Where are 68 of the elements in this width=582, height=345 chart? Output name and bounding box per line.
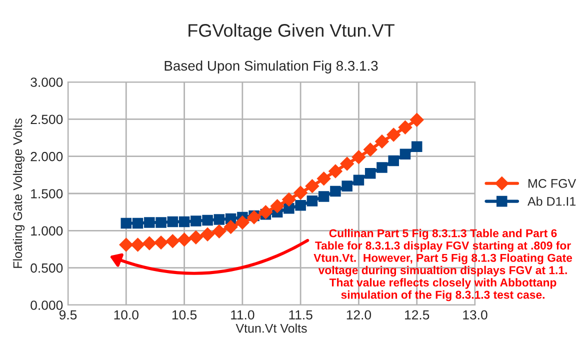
point xyxy=(212,224,226,238)
point xyxy=(375,134,389,148)
x-tick-label: 12.5 xyxy=(405,310,430,320)
point xyxy=(142,236,156,250)
y-tick-label: 3.000 xyxy=(30,78,63,87)
y-tick-label: 2.500 xyxy=(30,114,63,124)
point xyxy=(270,199,284,214)
x-tick-label: 12.0 xyxy=(346,310,372,320)
point xyxy=(202,214,213,226)
point xyxy=(282,192,296,206)
y-axis-title: Floating Gate Voltage Volts xyxy=(12,118,25,268)
point xyxy=(342,180,352,192)
point xyxy=(258,205,273,219)
point xyxy=(316,172,331,186)
y-tick-label: 1.000 xyxy=(31,226,63,236)
point xyxy=(305,179,320,193)
point xyxy=(294,186,308,200)
y-tick-label: 1.500 xyxy=(31,189,63,198)
point xyxy=(189,230,203,244)
legend-label: Ab D1.I1 xyxy=(528,196,576,206)
point xyxy=(154,236,168,250)
point xyxy=(318,191,330,202)
point xyxy=(224,220,238,234)
point xyxy=(328,164,342,178)
point xyxy=(352,150,366,164)
point xyxy=(411,141,422,152)
point xyxy=(398,120,412,134)
point xyxy=(388,155,399,166)
point xyxy=(177,232,192,246)
point xyxy=(178,216,190,228)
annotation: Cullinan Part 5 Fig 8.3.1.3 Table and Part 6 Table for 8.3.1.3 display FGV starting at .809 for Vtun.Vt. However, Part 5 Fig 8.1.3 Floating Gate voltage during simualtion displays FGV at 1.1. That value reflects closely with Abbottanp simulation of the Fig 8.3.1.3 test case. xyxy=(314,228,572,302)
y-tick-label: 0.000 xyxy=(30,300,63,310)
point xyxy=(120,218,132,229)
x-tick-label: 10.5 xyxy=(172,310,197,320)
x-tick-label: 13.0 xyxy=(463,310,488,320)
chart-subtitle: Based Upon Simulation Fig 8.3.1.3 xyxy=(164,60,378,74)
point xyxy=(386,128,401,142)
point xyxy=(132,218,144,229)
point xyxy=(156,217,166,228)
x-tick-label: 11.5 xyxy=(289,310,312,320)
chart-title: FGVoltage Given Vtun.VT xyxy=(188,24,394,40)
point xyxy=(353,174,364,186)
point xyxy=(363,142,378,157)
point xyxy=(119,238,134,252)
point xyxy=(340,156,354,171)
x-tick-label: 10.0 xyxy=(114,310,138,320)
point xyxy=(330,186,341,197)
legend-label: MC FGV xyxy=(528,179,576,188)
point xyxy=(190,216,202,226)
point xyxy=(364,168,376,179)
point xyxy=(410,113,424,127)
point xyxy=(400,148,411,160)
point xyxy=(376,162,388,173)
x-tick-label: 9.5 xyxy=(59,310,77,320)
y-tick-label: 2.000 xyxy=(30,152,63,162)
point xyxy=(200,227,214,242)
y-tick-label: 0.500 xyxy=(30,263,63,273)
point xyxy=(167,216,178,228)
point xyxy=(236,216,250,230)
point xyxy=(247,210,261,224)
point xyxy=(130,238,145,252)
x-axis-title: Vtun.Vt Volts xyxy=(236,324,307,333)
point xyxy=(306,196,318,206)
x-tick-label: 11.0 xyxy=(231,310,254,320)
point xyxy=(166,234,180,248)
point xyxy=(144,217,155,228)
point xyxy=(295,200,306,211)
point xyxy=(214,214,225,225)
